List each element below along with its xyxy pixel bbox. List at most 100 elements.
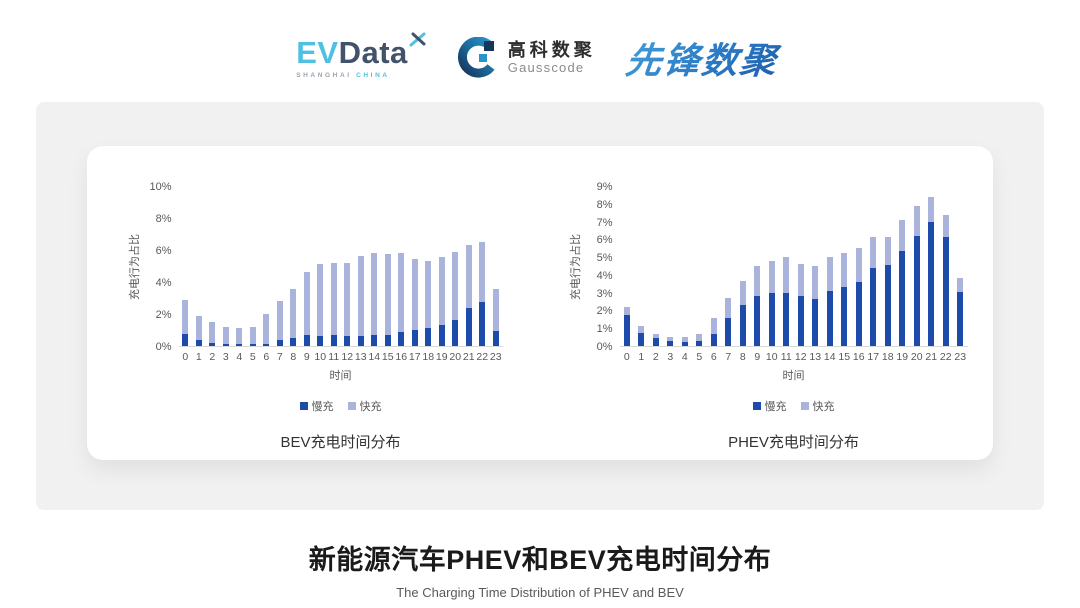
stacked-bar — [290, 289, 297, 346]
segment-fast-charge — [768, 260, 775, 293]
segment-fast-charge — [638, 325, 645, 333]
stacked-bar — [330, 262, 337, 346]
stacked-bar — [623, 306, 630, 346]
evdata-china-text: CHINA — [356, 72, 390, 79]
segment-slow-charge — [797, 296, 804, 346]
x-axis-tick-label: 9 — [754, 351, 761, 363]
x-axis-tick-label: 17 — [867, 351, 880, 363]
gausscode-text: 高科数聚 Gausscode — [508, 40, 596, 76]
bar-hour-10 — [765, 186, 780, 346]
segment-fast-charge — [870, 236, 877, 268]
stacked-bar — [344, 262, 351, 346]
segment-fast-charge — [465, 245, 472, 308]
stacked-bar — [652, 333, 659, 346]
x-axis-tick-label: 14 — [823, 351, 836, 363]
segment-slow-charge — [465, 307, 472, 346]
y-axis-title: 充电行为占比 — [569, 234, 582, 300]
x-axis-tick-label: 9 — [303, 351, 310, 363]
segment-fast-charge — [826, 257, 833, 291]
stacked-bar — [638, 325, 645, 346]
x-axis-tick-label: 7 — [725, 351, 732, 363]
y-axis-tick-label: 4% — [596, 269, 613, 282]
bar-hour-7 — [273, 186, 287, 346]
segment-fast-charge — [681, 337, 688, 342]
stacked-bar — [371, 253, 378, 346]
stacked-bar — [899, 219, 906, 346]
legend-item: 快充 — [800, 398, 835, 414]
segment-slow-charge — [928, 221, 935, 346]
bar-hour-17 — [408, 186, 422, 346]
legend-item: 快充 — [347, 398, 382, 414]
bar-hour-5 — [692, 186, 707, 346]
segment-slow-charge — [290, 338, 297, 346]
stacked-bar — [438, 257, 445, 346]
bar-hour-11 — [779, 186, 794, 346]
stacked-bar — [479, 242, 486, 346]
bar-hour-15 — [381, 186, 395, 346]
y-axis-tick-label: 4% — [155, 277, 172, 289]
y-axis-tick-label: 1% — [596, 323, 613, 336]
segment-fast-charge — [303, 272, 310, 335]
x-axis-tick-label: 4 — [681, 351, 688, 363]
x-axis-title: 时间 — [329, 370, 352, 382]
bar-hour-2 — [206, 186, 220, 346]
evdata-wordmark: EV Data — [296, 32, 427, 68]
phev-chart: 充电行为占比 0% 1% 2% 3% 4% 5% 6% 7% 8% 9% 0 1 2 3 4 5 6 7 8 9 10… — [540, 146, 993, 460]
segment-fast-charge — [667, 337, 674, 341]
stacked-bar — [870, 236, 877, 346]
stacked-bar — [681, 337, 688, 346]
segment-slow-charge — [236, 344, 243, 346]
x-axis-tick-label: 16 — [852, 351, 865, 363]
segment-slow-charge — [681, 341, 688, 346]
segment-slow-charge — [942, 236, 949, 346]
stacked-bar — [465, 245, 472, 346]
segment-fast-charge — [263, 314, 270, 344]
legend-item: 慢充 — [752, 398, 787, 414]
x-axis-tick-label: 11 — [780, 351, 792, 363]
x-axis-tick-label: 6 — [710, 351, 717, 363]
x-axis-tick-label: 15 — [381, 351, 394, 363]
stacked-bar — [739, 281, 746, 346]
bar-hour-9 — [750, 186, 765, 346]
segment-slow-charge — [913, 235, 920, 346]
bar-hour-16 — [852, 186, 867, 346]
segment-fast-charge — [222, 326, 229, 345]
x-axis-tick-label: 13 — [354, 351, 367, 363]
bev-legend: 慢充 快充 — [246, 398, 382, 414]
stacked-bar — [398, 253, 405, 346]
segment-slow-charge — [344, 336, 351, 346]
segment-fast-charge — [452, 251, 459, 321]
bar-hour-18 — [422, 186, 436, 346]
stacked-bar — [263, 314, 270, 346]
stacked-bar — [222, 326, 229, 346]
bar-hour-7 — [721, 186, 736, 346]
x-axis-tick-label: 0 — [623, 351, 630, 363]
legend-label: 慢充 — [311, 401, 334, 413]
bev-plot-area: 充电行为占比 0% 2% 4% 6% 8% 10% — [125, 181, 503, 353]
segment-slow-charge — [841, 287, 848, 346]
bar-hour-3 — [663, 186, 678, 346]
segment-fast-charge — [623, 306, 630, 315]
segment-fast-charge — [398, 253, 405, 333]
x-axis-tick-label: 10 — [765, 351, 778, 363]
bar-hour-10 — [314, 186, 328, 346]
segment-slow-charge — [263, 343, 270, 346]
bar-hour-15 — [837, 186, 852, 346]
phev-plot-area: 充电行为占比 0% 1% 2% 3% 4% 5% 6% 7% 8% 9% — [566, 181, 968, 353]
y-axis-tick-label: 7% — [596, 216, 613, 229]
bar-hour-20 — [910, 186, 925, 346]
stacked-bar — [452, 251, 459, 346]
stacked-bar — [276, 301, 283, 346]
header-logos: EV Data SHANGHAI CHINA — [0, 0, 1080, 94]
legend-label: 慢充 — [764, 401, 787, 413]
y-axis-tick-label: 8% — [155, 213, 172, 225]
bev-y-axis-ticks: 0% 2% 4% 6% 8% 10% — [143, 181, 179, 353]
segment-slow-charge — [826, 290, 833, 346]
phev-y-axis-title-col: 充电行为占比 — [566, 187, 584, 347]
segment-fast-charge — [652, 333, 659, 338]
stacked-bar — [236, 328, 243, 346]
stacked-bar — [195, 315, 202, 346]
y-axis-tick-label: 10% — [149, 181, 172, 193]
segment-slow-charge — [357, 335, 364, 346]
bev-bars — [178, 186, 503, 347]
